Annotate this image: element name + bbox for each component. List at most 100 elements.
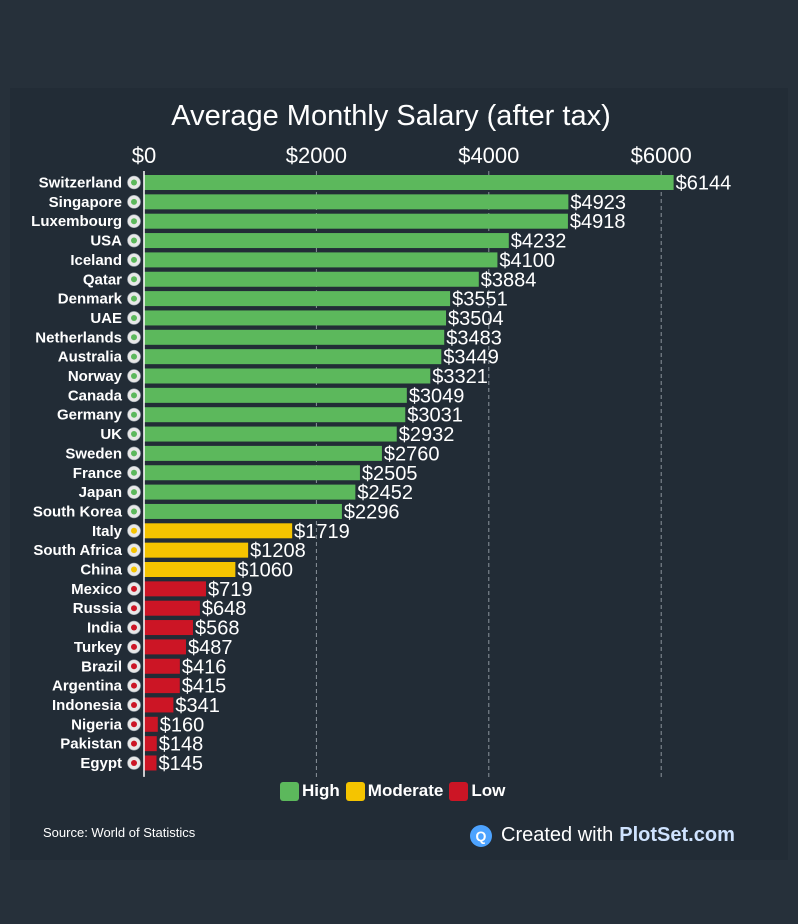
value-label: $4100 xyxy=(499,250,555,272)
category-label: UK xyxy=(100,426,122,443)
bar xyxy=(144,639,186,655)
legend-item-low: Low xyxy=(449,781,505,801)
category-label: Canada xyxy=(68,387,123,404)
flag-icon-dot xyxy=(131,585,137,592)
legend-swatch-moderate xyxy=(345,781,365,801)
category-label: Italy xyxy=(92,523,123,540)
category-label: Brazil xyxy=(81,658,122,675)
bar xyxy=(144,484,356,500)
category-label: Qatar xyxy=(83,271,122,288)
category-label: Luxembourg xyxy=(31,213,122,230)
bar xyxy=(144,271,479,287)
bar xyxy=(144,562,236,577)
category-label: Russia xyxy=(73,600,123,617)
flag-icon-dot xyxy=(131,392,137,399)
plotset-logo-icon: Q xyxy=(470,824,492,847)
flag-icon-dot xyxy=(131,760,137,766)
value-label: $145 xyxy=(158,753,203,775)
bar xyxy=(144,600,200,616)
category-label: India xyxy=(87,620,123,637)
flag-icon-dot xyxy=(131,682,137,689)
bar xyxy=(144,658,180,674)
category-label: Indonesia xyxy=(52,697,123,714)
category-label: Australia xyxy=(58,349,123,366)
value-label: $3504 xyxy=(448,308,504,330)
value-label: $3551 xyxy=(452,289,508,311)
flag-icon-dot xyxy=(131,605,137,612)
category-label: Switzerland xyxy=(39,175,122,192)
category-label: China xyxy=(80,562,122,579)
bar xyxy=(144,233,509,249)
flag-icon-dot xyxy=(131,527,137,534)
flag-icon-dot xyxy=(131,721,137,728)
value-label: $415 xyxy=(182,676,227,698)
category-label: Iceland xyxy=(70,252,122,269)
flag-icon-dot xyxy=(131,566,137,573)
flag-icon-dot xyxy=(131,431,137,438)
bar xyxy=(144,368,431,384)
legend-label-high: High xyxy=(302,781,340,800)
flag-icon-dot xyxy=(131,295,137,302)
category-label: Norway xyxy=(68,368,123,385)
bar xyxy=(144,523,293,539)
bar xyxy=(144,503,342,519)
flag-icon-dot xyxy=(131,353,137,360)
value-label: $3449 xyxy=(443,347,499,369)
x-tick-label: $2000 xyxy=(286,143,347,168)
bar xyxy=(144,310,447,326)
bar xyxy=(144,291,451,307)
brand-watermark[interactable]: Q Created with PlotSet.com xyxy=(470,824,735,847)
flag-icon-dot xyxy=(131,198,137,205)
value-label: $341 xyxy=(175,695,220,717)
flag-icon-dot xyxy=(131,179,137,186)
value-label: $2760 xyxy=(384,443,440,465)
value-label: $3483 xyxy=(446,327,502,349)
bar xyxy=(144,542,249,558)
value-label: $3321 xyxy=(432,366,488,388)
flag-icon-dot xyxy=(131,701,137,708)
flag-icon-dot xyxy=(131,276,137,283)
category-label: Netherlands xyxy=(35,329,122,346)
category-label: South Korea xyxy=(33,503,123,520)
bar xyxy=(144,426,397,442)
category-label: USA xyxy=(90,233,122,250)
bar xyxy=(144,445,382,461)
flag-icon-dot xyxy=(131,314,137,321)
flag-icon-dot xyxy=(131,663,137,670)
category-label: Singapore xyxy=(49,194,122,211)
source-note: Source: World of Statistics xyxy=(43,825,196,840)
flag-icon-dot xyxy=(131,256,137,263)
value-label: $2932 xyxy=(399,424,455,446)
bar xyxy=(144,329,445,345)
bar xyxy=(144,175,674,190)
category-label: Germany xyxy=(57,407,123,424)
value-label: $4918 xyxy=(570,211,626,233)
category-label: South Africa xyxy=(33,542,122,559)
flag-icon-dot xyxy=(131,218,137,225)
flag-icon-dot xyxy=(131,643,137,650)
category-label: Turkey xyxy=(74,639,123,656)
category-label: Pakistan xyxy=(60,736,122,753)
chart-title: Average Monthly Salary (after tax) xyxy=(171,100,611,132)
value-label: $2296 xyxy=(344,501,400,523)
value-label: $160 xyxy=(160,714,205,736)
category-label: Egypt xyxy=(80,755,122,772)
value-label: $719 xyxy=(208,579,253,601)
bar xyxy=(144,387,407,403)
category-label: Denmark xyxy=(58,291,123,308)
legend-swatch-high xyxy=(280,781,299,801)
value-label: $3049 xyxy=(409,385,465,407)
bar xyxy=(144,755,157,771)
bar xyxy=(144,407,406,423)
category-label: Argentina xyxy=(52,678,123,695)
legend-item-high: High xyxy=(280,781,340,801)
value-label: $1719 xyxy=(294,521,350,543)
bar xyxy=(144,736,157,752)
category-label: France xyxy=(73,465,122,482)
legend-label-moderate: Moderate xyxy=(367,781,444,800)
value-label: $2505 xyxy=(362,463,418,485)
bar xyxy=(144,620,193,636)
x-tick-label: $6000 xyxy=(631,143,692,168)
value-label: $2452 xyxy=(357,482,413,504)
